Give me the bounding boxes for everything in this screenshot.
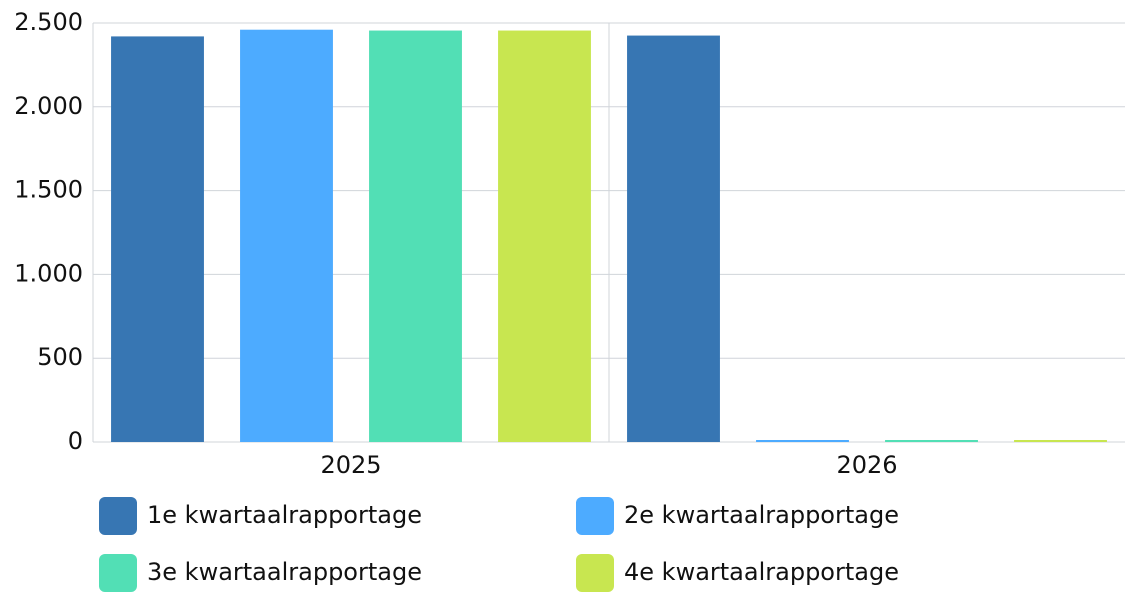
bar xyxy=(627,35,720,442)
legend-label: 2e kwartaalrapportage xyxy=(624,501,899,529)
bar xyxy=(1014,440,1107,442)
y-tick-label: 500 xyxy=(37,343,83,371)
legend-swatch xyxy=(576,554,614,592)
bar xyxy=(111,36,204,443)
legend-label: 1e kwartaalrapportage xyxy=(147,501,422,529)
bar xyxy=(240,29,333,442)
bar xyxy=(369,30,462,443)
bar xyxy=(756,440,849,442)
legend-swatch xyxy=(576,497,614,535)
y-tick-label: 1.500 xyxy=(14,176,83,204)
x-tick-label: 2025 xyxy=(320,451,381,479)
legend-label: 3e kwartaalrapportage xyxy=(147,558,422,586)
legend-swatch xyxy=(99,497,137,535)
y-tick-label: 0 xyxy=(68,427,83,455)
y-tick-label: 2.000 xyxy=(14,92,83,120)
legend-label: 4e kwartaalrapportage xyxy=(624,558,899,586)
bar xyxy=(498,30,591,443)
bar xyxy=(885,440,978,442)
y-tick-label: 2.500 xyxy=(14,8,83,36)
x-tick-label: 2026 xyxy=(836,451,897,479)
y-tick-label: 1.000 xyxy=(14,259,83,287)
legend-swatch xyxy=(99,554,137,592)
